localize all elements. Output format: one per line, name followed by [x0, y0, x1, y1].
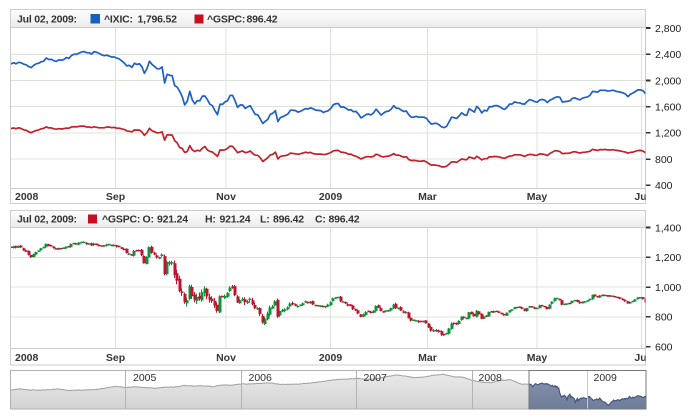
svg-text:800: 800 — [655, 154, 673, 166]
svg-text:600: 600 — [655, 342, 673, 354]
svg-text:800: 800 — [655, 312, 673, 324]
svg-text:2,800: 2,800 — [655, 23, 681, 35]
svg-text:L:: L: — [260, 213, 270, 225]
svg-text:2,400: 2,400 — [655, 49, 681, 61]
svg-text:1,200: 1,200 — [655, 128, 681, 140]
svg-text:896.42: 896.42 — [329, 213, 360, 225]
svg-text:896.42: 896.42 — [247, 13, 278, 25]
svg-text:^IXIC:: ^IXIC: — [104, 13, 133, 25]
svg-text:Nov: Nov — [216, 191, 236, 203]
svg-text:H:: H: — [205, 213, 216, 225]
svg-text:1,600: 1,600 — [655, 102, 681, 114]
svg-text:O:: O: — [143, 213, 154, 225]
svg-text:Nov: Nov — [216, 352, 236, 364]
svg-text:Mar: Mar — [418, 191, 437, 203]
svg-text:2009: 2009 — [594, 372, 618, 384]
svg-text:Sep: Sep — [106, 352, 125, 364]
svg-text:Jul 02, 2009:: Jul 02, 2009: — [17, 13, 77, 25]
svg-text:2009: 2009 — [319, 352, 343, 364]
svg-text:2006: 2006 — [249, 372, 273, 384]
svg-text:2008: 2008 — [15, 352, 39, 364]
svg-text:Jul: Jul — [634, 352, 649, 364]
svg-text:1,200: 1,200 — [655, 252, 681, 264]
svg-text:896.42: 896.42 — [273, 213, 304, 225]
svg-text:2007: 2007 — [364, 372, 388, 384]
svg-text:May: May — [527, 352, 548, 364]
svg-text:^GSPC:: ^GSPC: — [207, 13, 245, 25]
svg-text:2008: 2008 — [15, 191, 39, 203]
svg-text:Sep: Sep — [106, 191, 125, 203]
svg-text:1,400: 1,400 — [655, 222, 681, 234]
svg-text:400: 400 — [655, 180, 673, 192]
svg-text:2008: 2008 — [479, 372, 503, 384]
svg-text:^GSPC:: ^GSPC: — [102, 213, 140, 225]
svg-text:May: May — [527, 191, 548, 203]
svg-text:1,796.52: 1,796.52 — [138, 13, 178, 25]
svg-text:2,000: 2,000 — [655, 75, 681, 87]
svg-text:921.24: 921.24 — [220, 213, 251, 225]
svg-text:921.24: 921.24 — [157, 213, 188, 225]
svg-text:2005: 2005 — [133, 372, 157, 384]
svg-text:Mar: Mar — [418, 352, 437, 364]
svg-text:1,000: 1,000 — [655, 282, 681, 294]
svg-text:Jul: Jul — [634, 191, 649, 203]
svg-text:Jul 02, 2009:: Jul 02, 2009: — [17, 213, 77, 225]
svg-text:2009: 2009 — [319, 191, 343, 203]
svg-text:C:: C: — [315, 213, 326, 225]
